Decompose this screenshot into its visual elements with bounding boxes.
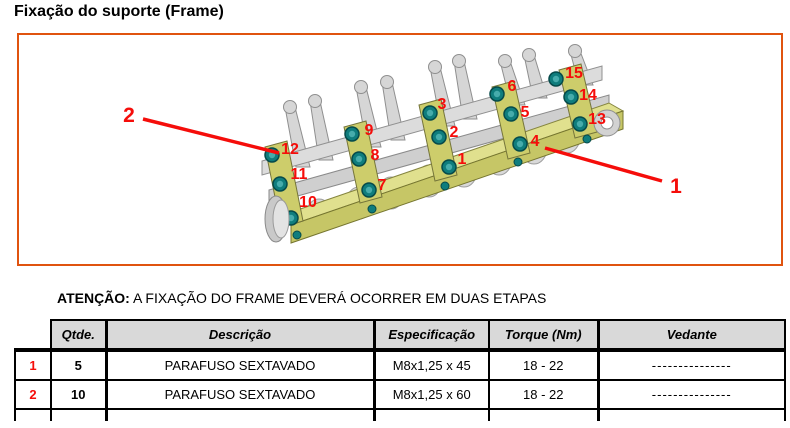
row1-ref: 1: [14, 350, 52, 381]
row1-desc: PARAFUSO SEXTAVADO: [106, 350, 376, 381]
callout-1: 1: [458, 151, 467, 168]
attention-note: ATENÇÃO: A FIXAÇÃO DO FRAME DEVERÁ OCORR…: [57, 290, 546, 306]
callout-5: 5: [521, 104, 530, 121]
header-torque: Torque (Nm): [489, 319, 600, 352]
figure-frame-box: 2 1 1 2 3 4 5 6 7 8 9 10 11 12 13 14 15: [17, 33, 783, 266]
row2-desc: PARAFUSO SEXTAVADO: [106, 380, 376, 410]
header-empty: [15, 320, 52, 352]
callout-10: 10: [299, 194, 317, 211]
table-row: 2 10 PARAFUSO SEXTAVADO M8x1,25 x 60 18 …: [14, 380, 786, 410]
row1-spec: M8x1,25 x 45: [374, 350, 490, 381]
end-cap: [264, 195, 290, 243]
callout-2: 2: [450, 124, 459, 141]
callout-15: 15: [565, 65, 583, 82]
row1-torque: 18 - 22: [489, 350, 600, 381]
row2-qty: 10: [51, 380, 108, 410]
callout-7: 7: [378, 177, 387, 194]
callout-2-leader: 2: [123, 104, 135, 127]
leader-line-1: [544, 146, 663, 183]
row2-spec: M8x1,25 x 60: [374, 380, 490, 410]
table-cutoff-stub: [14, 409, 786, 421]
row1-qty: 5: [51, 350, 108, 381]
row2-torque: 18 - 22: [489, 380, 600, 410]
callout-11: 11: [291, 166, 308, 183]
flange-bolts: [292, 134, 592, 240]
callout-3: 3: [438, 96, 447, 113]
row2-ref: 2: [14, 380, 52, 410]
header-qty: Qtde.: [51, 319, 108, 352]
figure-illustration: 2 1 1 2 3 4 5 6 7 8 9 10 11 12 13 14 15: [123, 44, 682, 244]
page-title: Fixação do suporte (Frame): [14, 3, 224, 20]
header-spec: Especificação: [374, 319, 490, 352]
table-row: 1 5 PARAFUSO SEXTAVADO M8x1,25 x 45 18 -…: [14, 350, 786, 381]
end-ring: [593, 109, 621, 137]
leader-line-2: [142, 117, 280, 155]
row2-sealant: ---------------: [598, 380, 786, 410]
callout-13: 13: [588, 111, 606, 128]
header-desc: Descrição: [106, 319, 376, 352]
callout-12: 12: [281, 141, 299, 158]
callout-8: 8: [371, 147, 380, 164]
callout-6: 6: [508, 78, 517, 95]
row1-sealant: ---------------: [598, 350, 786, 381]
attention-label: ATENÇÃO:: [57, 290, 130, 306]
table-header-row: Qtde. Descrição Especificação Torque (Nm…: [15, 319, 786, 352]
attention-text: A FIXAÇÃO DO FRAME DEVERÁ OCORRER EM DUA…: [129, 290, 547, 306]
callout-9: 9: [365, 122, 374, 139]
header-sealant: Vedante: [598, 319, 786, 352]
fasteners-table: Qtde. Descrição Especificação Torque (Nm…: [14, 319, 786, 421]
tower-bolts: [264, 71, 588, 226]
callout-14: 14: [579, 87, 597, 104]
callout-4: 4: [531, 133, 540, 150]
callout-1-leader: 1: [670, 175, 682, 198]
